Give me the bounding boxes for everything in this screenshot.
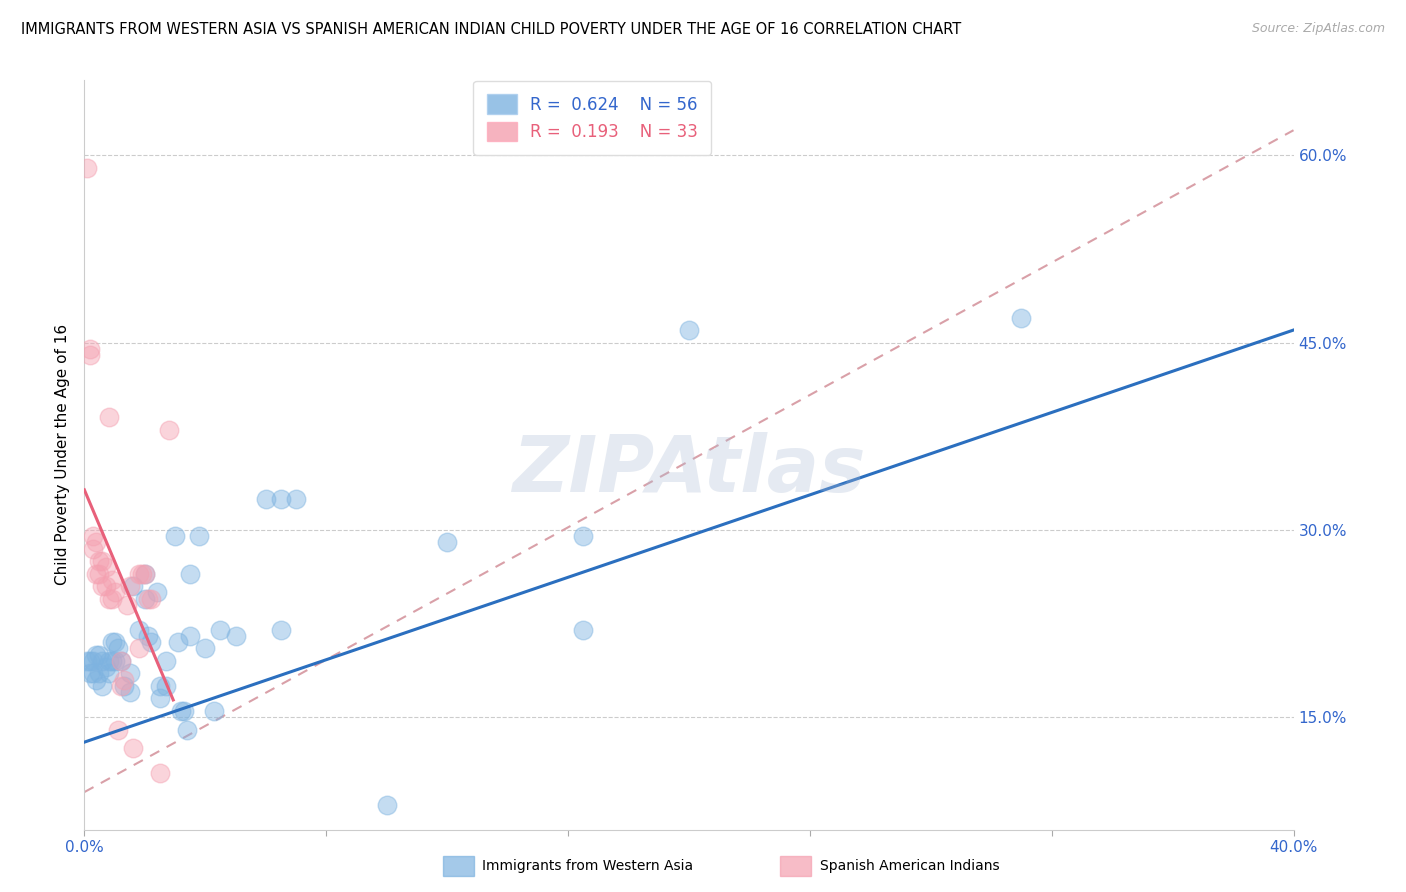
Point <box>97 591 120 606</box>
Point <box>82 654 104 668</box>
Point <box>94 560 117 574</box>
Point <box>131 566 153 581</box>
Point <box>155 679 177 693</box>
Point <box>128 623 150 637</box>
Point <box>100 591 122 606</box>
Point <box>146 585 169 599</box>
Point <box>100 573 122 587</box>
Text: Spanish American Indians: Spanish American Indians <box>820 859 1000 873</box>
Point <box>134 591 156 606</box>
Point <box>202 704 225 718</box>
Point <box>194 641 217 656</box>
Point <box>104 585 127 599</box>
Point <box>100 635 122 649</box>
Point <box>136 591 159 606</box>
Text: IMMIGRANTS FROM WESTERN ASIA VS SPANISH AMERICAN INDIAN CHILD POVERTY UNDER THE : IMMIGRANTS FROM WESTERN ASIA VS SPANISH … <box>21 22 962 37</box>
Point <box>436 535 458 549</box>
Point <box>118 579 141 593</box>
Legend: R =  0.624    N = 56, R =  0.193    N = 33: R = 0.624 N = 56, R = 0.193 N = 33 <box>474 81 711 154</box>
Point <box>173 704 195 718</box>
Point <box>104 654 127 668</box>
Point <box>91 579 114 593</box>
Text: Immigrants from Western Asia: Immigrants from Western Asia <box>482 859 693 873</box>
Y-axis label: Child Poverty Under the Age of 16: Child Poverty Under the Age of 16 <box>55 325 70 585</box>
Point <box>149 691 172 706</box>
Point <box>82 541 104 556</box>
Point <box>270 491 292 506</box>
Point <box>86 673 108 687</box>
Point <box>1011 310 1033 325</box>
Point <box>107 723 129 737</box>
Point <box>188 529 211 543</box>
Text: ZIPAtlas: ZIPAtlas <box>512 432 866 508</box>
Point <box>285 491 308 506</box>
Point <box>118 666 141 681</box>
Point <box>128 566 150 581</box>
Point <box>139 635 162 649</box>
Point <box>104 635 127 649</box>
Point <box>94 579 117 593</box>
Point <box>375 797 398 812</box>
Point <box>79 342 101 356</box>
Point <box>86 535 108 549</box>
Point <box>678 323 700 337</box>
Point <box>139 591 162 606</box>
Point <box>572 529 595 543</box>
Point <box>79 666 101 681</box>
Point <box>91 654 114 668</box>
Point <box>179 629 201 643</box>
Point <box>149 766 172 780</box>
Point <box>134 566 156 581</box>
Point <box>572 623 595 637</box>
Point <box>91 679 114 693</box>
Point <box>97 410 120 425</box>
Point <box>91 554 114 568</box>
Point <box>86 566 108 581</box>
Point <box>112 679 135 693</box>
Point <box>76 654 98 668</box>
Point <box>134 566 156 581</box>
Point <box>121 741 143 756</box>
Point <box>128 641 150 656</box>
Point <box>79 654 101 668</box>
Point <box>100 654 122 668</box>
Point <box>118 685 141 699</box>
Point <box>176 723 198 737</box>
Point <box>97 666 120 681</box>
Point <box>209 623 232 637</box>
Point <box>179 566 201 581</box>
Point <box>170 704 193 718</box>
Point <box>115 598 138 612</box>
Point <box>155 654 177 668</box>
Point <box>112 673 135 687</box>
Point <box>89 566 111 581</box>
Point <box>97 654 120 668</box>
Point <box>89 554 111 568</box>
Point <box>89 648 111 662</box>
Point <box>76 161 98 175</box>
Point <box>107 641 129 656</box>
Point <box>82 529 104 543</box>
Point <box>121 579 143 593</box>
Point <box>165 529 187 543</box>
Point <box>86 648 108 662</box>
Point <box>89 666 111 681</box>
Point <box>82 666 104 681</box>
Point <box>79 348 101 362</box>
Point <box>110 679 132 693</box>
Point <box>254 491 277 506</box>
Point <box>110 654 132 668</box>
Point <box>225 629 247 643</box>
Point <box>167 635 190 649</box>
Point <box>136 629 159 643</box>
Point <box>149 679 172 693</box>
Point <box>270 623 292 637</box>
Point <box>157 423 180 437</box>
Text: Source: ZipAtlas.com: Source: ZipAtlas.com <box>1251 22 1385 36</box>
Point <box>94 660 117 674</box>
Point <box>110 654 132 668</box>
